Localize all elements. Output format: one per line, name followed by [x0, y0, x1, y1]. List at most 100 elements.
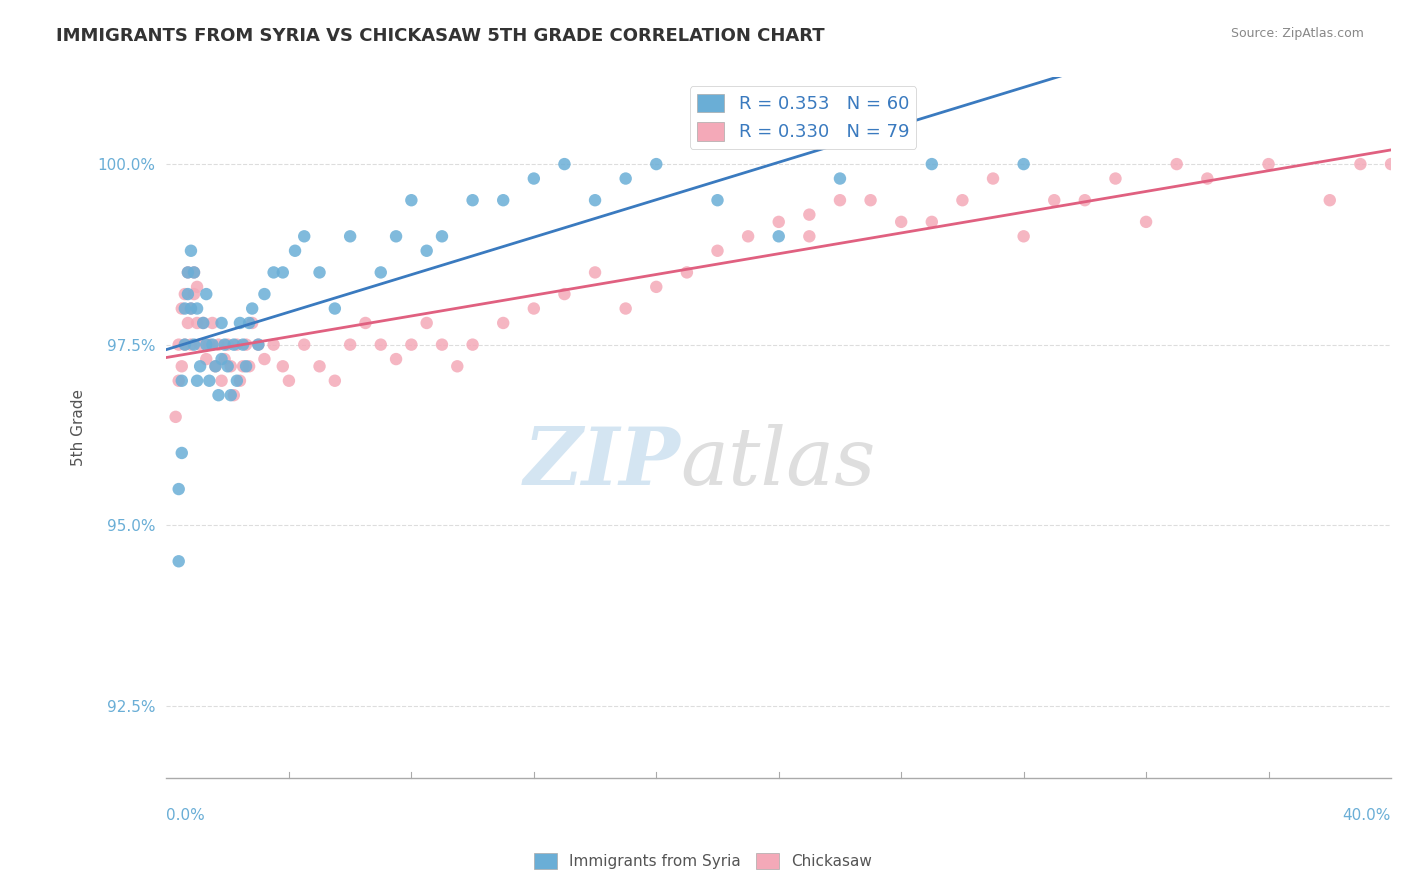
Point — [614, 171, 637, 186]
Point — [323, 301, 346, 316]
Point — [193, 316, 215, 330]
Point — [180, 244, 202, 258]
Point — [204, 359, 226, 374]
Point — [232, 337, 254, 351]
Point — [799, 208, 821, 222]
Legend: Immigrants from Syria, Chickasaw: Immigrants from Syria, Chickasaw — [527, 847, 879, 875]
Point — [1379, 157, 1402, 171]
Point — [385, 352, 408, 367]
Point — [981, 171, 1004, 186]
Point — [173, 337, 195, 351]
Point — [180, 337, 202, 351]
Point — [167, 482, 190, 496]
Point — [193, 316, 215, 330]
Point — [263, 337, 285, 351]
Point — [828, 193, 851, 207]
Point — [198, 374, 221, 388]
Point — [170, 359, 193, 374]
Point — [523, 171, 546, 186]
Point — [188, 359, 211, 374]
Point — [952, 193, 974, 207]
Point — [195, 287, 218, 301]
Point — [401, 193, 423, 207]
Point — [415, 244, 437, 258]
Point — [173, 287, 195, 301]
Point — [177, 265, 200, 279]
Point — [211, 374, 233, 388]
Point — [1074, 193, 1097, 207]
Point — [308, 265, 330, 279]
Text: Source: ZipAtlas.com: Source: ZipAtlas.com — [1230, 27, 1364, 40]
Point — [583, 193, 606, 207]
Point — [253, 287, 276, 301]
Point — [706, 193, 728, 207]
Point — [1197, 171, 1219, 186]
Point — [222, 388, 245, 402]
Point — [1257, 157, 1279, 171]
Point — [173, 337, 195, 351]
Point — [240, 316, 263, 330]
Point — [401, 337, 423, 351]
Point — [247, 337, 270, 351]
Point — [828, 171, 851, 186]
Point — [217, 359, 239, 374]
Point — [446, 359, 468, 374]
Point — [461, 193, 484, 207]
Point — [523, 301, 546, 316]
Point — [370, 337, 392, 351]
Point — [167, 374, 190, 388]
Point — [799, 229, 821, 244]
Point — [553, 157, 575, 171]
Point — [201, 337, 224, 351]
Point — [415, 316, 437, 330]
Y-axis label: 5th Grade: 5th Grade — [72, 389, 86, 467]
Point — [229, 316, 252, 330]
Point — [186, 280, 208, 294]
Point — [211, 316, 233, 330]
Text: 40.0%: 40.0% — [1343, 808, 1391, 823]
Point — [217, 337, 239, 351]
Point — [339, 337, 361, 351]
Point — [430, 229, 453, 244]
Point — [186, 301, 208, 316]
Point — [354, 316, 377, 330]
Point — [1319, 193, 1341, 207]
Point — [180, 301, 202, 316]
Point — [737, 229, 759, 244]
Point — [198, 337, 221, 351]
Point — [207, 337, 229, 351]
Point — [219, 388, 242, 402]
Point — [385, 229, 408, 244]
Point — [240, 301, 263, 316]
Point — [676, 265, 699, 279]
Text: ZIP: ZIP — [524, 424, 681, 501]
Point — [167, 554, 190, 568]
Point — [583, 265, 606, 279]
Point — [229, 374, 252, 388]
Point — [1350, 157, 1372, 171]
Point — [1012, 157, 1035, 171]
Point — [339, 229, 361, 244]
Point — [768, 215, 790, 229]
Point — [323, 374, 346, 388]
Point — [173, 301, 195, 316]
Point — [271, 359, 294, 374]
Point — [768, 229, 790, 244]
Point — [167, 337, 190, 351]
Point — [170, 374, 193, 388]
Point — [553, 287, 575, 301]
Point — [195, 352, 218, 367]
Point — [225, 374, 247, 388]
Point — [645, 157, 668, 171]
Point — [232, 359, 254, 374]
Point — [165, 409, 187, 424]
Point — [222, 337, 245, 351]
Point — [214, 352, 236, 367]
Point — [1166, 157, 1188, 171]
Point — [214, 337, 236, 351]
Point — [204, 359, 226, 374]
Point — [238, 359, 260, 374]
Point — [271, 265, 294, 279]
Point — [706, 244, 728, 258]
Point — [186, 316, 208, 330]
